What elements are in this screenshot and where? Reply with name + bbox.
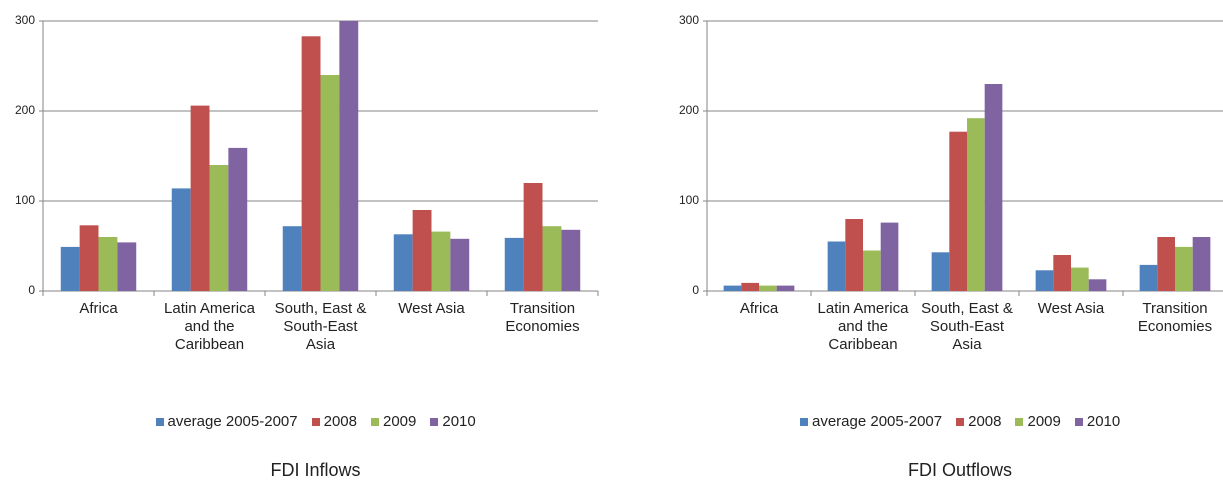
bar xyxy=(228,147,248,291)
bar xyxy=(98,237,118,291)
bar xyxy=(450,238,470,291)
bar xyxy=(431,231,451,291)
legend-swatch xyxy=(956,418,965,426)
y-tick-label: 200 xyxy=(679,103,699,117)
legend-item: 2008 xyxy=(311,413,357,430)
bar xyxy=(967,118,985,291)
legend-swatch xyxy=(311,418,320,426)
bar xyxy=(984,84,1003,291)
legend: average 2005-2007 2008 2009 2010 xyxy=(155,413,476,430)
bar xyxy=(776,285,795,291)
y-tick-label: 100 xyxy=(679,193,699,207)
y-tick-label: 0 xyxy=(28,283,35,297)
bar xyxy=(339,21,359,291)
bar xyxy=(1071,267,1089,291)
bar xyxy=(171,188,191,291)
legend-item: average 2005-2007 xyxy=(155,413,298,430)
bar xyxy=(880,222,899,291)
bar xyxy=(412,210,432,291)
legend-swatch xyxy=(430,418,439,426)
legend-swatch xyxy=(800,418,808,426)
bar xyxy=(1157,237,1175,291)
bar xyxy=(741,282,759,291)
bar xyxy=(190,105,210,291)
bar xyxy=(561,229,581,291)
bar xyxy=(282,226,302,291)
x-tick-label: Latin America and the Caribbean xyxy=(817,300,909,353)
x-tick-label: Transition Economies xyxy=(505,300,580,335)
bar xyxy=(79,225,99,291)
bar xyxy=(1175,246,1193,291)
legend-item: 2010 xyxy=(430,413,476,430)
y-tick-label: 300 xyxy=(679,13,699,27)
chart-title: FDI Outflows xyxy=(907,460,1013,480)
bar xyxy=(827,241,846,291)
legend-item: 2008 xyxy=(956,413,1001,430)
bar xyxy=(931,252,950,291)
bar xyxy=(1053,255,1071,291)
bar xyxy=(759,285,777,291)
legend-swatch xyxy=(1074,418,1083,426)
legend-swatch xyxy=(155,418,164,426)
bar xyxy=(301,36,321,291)
bar xyxy=(60,246,80,291)
bar xyxy=(393,234,413,291)
bar xyxy=(845,219,863,291)
legend-item: 2010 xyxy=(1074,413,1121,430)
bar xyxy=(949,131,967,291)
bar xyxy=(1035,270,1054,291)
x-tick-label: Latin America and the Caribbean xyxy=(164,300,255,353)
bar xyxy=(209,165,229,291)
bar xyxy=(320,75,340,291)
legend-label: average 2005-2007 xyxy=(812,413,943,430)
bar xyxy=(863,250,881,291)
bar xyxy=(1192,237,1211,291)
x-tick-label: South, East & South-East Asia xyxy=(921,300,1013,353)
x-tick-label: Africa xyxy=(739,300,779,317)
legend-swatch xyxy=(1015,418,1024,426)
bar xyxy=(117,242,137,291)
legend-label: 2010 xyxy=(1086,413,1121,430)
y-tick-label: 200 xyxy=(15,103,35,117)
bar xyxy=(1088,279,1107,291)
x-tick-label: South, East & South-East Asia xyxy=(274,300,367,353)
legend-item: 2009 xyxy=(1015,413,1061,430)
bar xyxy=(1139,264,1158,291)
legend-label: 2008 xyxy=(323,413,357,430)
legend-label: 2009 xyxy=(1027,413,1061,430)
legend-label: average 2005-2007 xyxy=(167,413,298,430)
y-tick-label: 100 xyxy=(15,193,35,207)
y-tick-label: 300 xyxy=(15,13,35,27)
bar xyxy=(723,285,742,291)
y-tick-label: 0 xyxy=(692,283,699,297)
x-tick-label: Transition Economies xyxy=(1137,300,1213,335)
legend-label: 2009 xyxy=(382,413,417,430)
legend-item: average 2005-2007 xyxy=(800,413,942,430)
x-tick-label: West Asia xyxy=(1037,300,1105,317)
x-tick-label: Africa xyxy=(79,300,118,317)
legend-item: 2009 xyxy=(370,413,417,430)
legend-swatch xyxy=(370,418,379,426)
legend: average 2005-2007 2008 2009 2010 xyxy=(800,413,1120,430)
bar xyxy=(504,237,524,291)
chart-title: FDI Inflows xyxy=(270,460,361,480)
legend-label: 2010 xyxy=(442,413,476,430)
x-tick-label: West Asia xyxy=(398,300,465,317)
bar xyxy=(523,183,543,291)
legend-label: 2008 xyxy=(968,413,1002,430)
bar xyxy=(542,226,562,291)
